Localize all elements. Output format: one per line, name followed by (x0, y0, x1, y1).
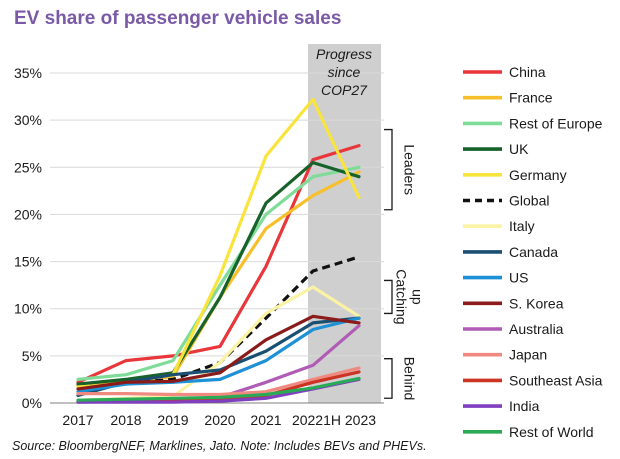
group-label: Catching (393, 269, 409, 324)
y-tick-label: 35% (14, 65, 42, 81)
x-tick-label: 2019 (157, 412, 188, 428)
source-note: Source: BloombergNEF, Marklines, Jato. N… (12, 439, 427, 453)
series-lines (76, 97, 361, 404)
legend-label: Japan (509, 347, 547, 363)
highlight-note-line: COP27 (321, 82, 368, 98)
legend-label: Rest of World (509, 424, 594, 440)
highlight-note-line: Progress (316, 46, 372, 62)
highlight-note-line: since (328, 64, 361, 80)
legend-label: US (509, 270, 528, 286)
legend-label: Southeast Asia (509, 372, 603, 388)
x-tick-label: 2018 (110, 412, 141, 428)
group-brackets: Leaders Catching up Behind (384, 128, 425, 401)
y-tick-label: 5% (22, 348, 42, 364)
legend-label: France (509, 90, 553, 106)
series-line-uk (76, 161, 361, 386)
y-tick-label: 15% (14, 254, 42, 270)
series-line-china (76, 144, 361, 384)
y-tick-label: 0% (22, 395, 42, 411)
x-tick-label: 2021 (250, 412, 281, 428)
progress-highlight-band (308, 44, 381, 403)
group-label: Behind (401, 357, 417, 401)
y-tick-label: 10% (14, 301, 42, 317)
axes: 0% 5% 10% 15% 20% 25% 30% 35% 2017 2018 2019 2020 20… (14, 65, 384, 428)
legend-label: S. Korea (509, 295, 564, 311)
group-bracket (384, 128, 393, 211)
legend: China France Rest of Europe UK Germany Global… (463, 64, 603, 440)
highlight-note: Progress since COP27 (316, 46, 372, 98)
series-line-us (76, 316, 361, 394)
legend-label: China (509, 64, 546, 80)
series-line-rest-of-europe (76, 165, 361, 381)
legend-label: UK (509, 141, 529, 157)
legend-label: India (509, 398, 540, 414)
y-tick-label: 30% (14, 112, 42, 128)
x-tick-label: 2020 (204, 412, 235, 428)
legend-label: Global (509, 193, 549, 209)
y-tick-label: 20% (14, 206, 42, 222)
x-tick-label: 2017 (62, 412, 93, 428)
chart-title: EV share of passenger vehicle sales (14, 8, 342, 29)
series-line-japan (76, 366, 361, 397)
group-bracket (384, 279, 393, 315)
legend-label: Rest of Europe (509, 115, 603, 131)
legend-label: Germany (509, 167, 567, 183)
gridlines (50, 72, 384, 357)
series-line-s-korea (76, 314, 361, 391)
y-tick-label: 25% (14, 159, 42, 175)
group-label: Leaders (401, 144, 417, 195)
x-tick-label: 20221H 2023 (292, 412, 376, 428)
group-bracket (384, 358, 393, 399)
legend-label: Australia (509, 321, 564, 337)
series-line-rest-of-world (76, 376, 361, 402)
legend-label: Canada (509, 244, 558, 260)
group-label: up (409, 289, 425, 305)
legend-label: Italy (509, 218, 535, 234)
